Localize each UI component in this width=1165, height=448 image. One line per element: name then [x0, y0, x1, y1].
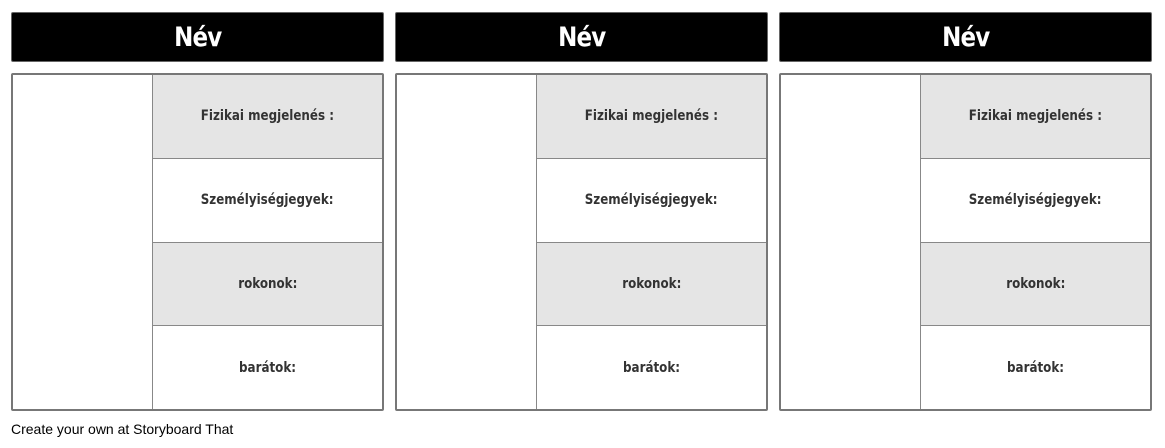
attribute-rows: Fizikai megjelenés : Személyiségjegyek: ro…: [921, 75, 1150, 409]
attribute-rows: Fizikai megjelenés : Személyiségjegyek: ro…: [537, 75, 766, 409]
attribute-cell[interactable]: rokonok:: [921, 242, 1150, 327]
footer-credit: Create your own at Storyboard That: [11, 421, 234, 437]
attribute-cell[interactable]: Személyiségjegyek:: [153, 159, 382, 243]
attribute-cell[interactable]: Személyiségjegyek:: [921, 159, 1150, 243]
card-body: Fizikai megjelenés : Személyiségjegyek: ro…: [395, 73, 768, 411]
character-image-area[interactable]: [781, 75, 921, 409]
card-title[interactable]: Név: [779, 12, 1152, 62]
character-image-area[interactable]: [13, 75, 153, 409]
character-card: Név Fizikai megjelenés : Személyiségjegye…: [395, 12, 768, 411]
card-body: Fizikai megjelenés : Személyiségjegyek: ro…: [11, 73, 384, 411]
attribute-label: rokonok:: [1005, 275, 1066, 292]
attribute-label: rokonok:: [237, 275, 298, 292]
character-card: Név Fizikai megjelenés : Személyiségjegye…: [11, 12, 384, 411]
attribute-label: barátok:: [622, 359, 680, 376]
attribute-label: Fizikai megjelenés :: [200, 108, 335, 125]
attribute-cell[interactable]: Személyiségjegyek:: [537, 159, 766, 243]
attribute-cell[interactable]: Fizikai megjelenés :: [537, 75, 766, 159]
attribute-label: barátok:: [1006, 359, 1064, 376]
attribute-cell[interactable]: Fizikai megjelenés :: [921, 75, 1150, 159]
attribute-cell[interactable]: Fizikai megjelenés :: [153, 75, 382, 159]
card-title-text: Név: [173, 21, 222, 53]
card-title[interactable]: Név: [11, 12, 384, 62]
attribute-cell[interactable]: barátok:: [153, 326, 382, 409]
attribute-cell[interactable]: rokonok:: [153, 242, 382, 327]
attribute-rows: Fizikai megjelenés : Személyiségjegyek: ro…: [153, 75, 382, 409]
attribute-label: Személyiségjegyek:: [969, 192, 1102, 209]
attribute-label: Fizikai megjelenés :: [968, 108, 1103, 125]
card-title-text: Név: [557, 21, 606, 53]
attribute-label: Személyiségjegyek:: [585, 192, 718, 209]
attribute-label: rokonok:: [621, 275, 682, 292]
character-card: Név Fizikai megjelenés : Személyiségjegye…: [779, 12, 1152, 411]
attribute-cell[interactable]: rokonok:: [537, 242, 766, 327]
attribute-cell[interactable]: barátok:: [921, 326, 1150, 409]
attribute-label: barátok:: [238, 359, 296, 376]
card-body: Fizikai megjelenés : Személyiségjegyek: ro…: [779, 73, 1152, 411]
card-title-text: Név: [941, 21, 990, 53]
attribute-label: Fizikai megjelenés :: [584, 108, 719, 125]
character-image-area[interactable]: [397, 75, 537, 409]
card-title[interactable]: Név: [395, 12, 768, 62]
attribute-label: Személyiségjegyek:: [201, 192, 334, 209]
attribute-cell[interactable]: barátok:: [537, 326, 766, 409]
